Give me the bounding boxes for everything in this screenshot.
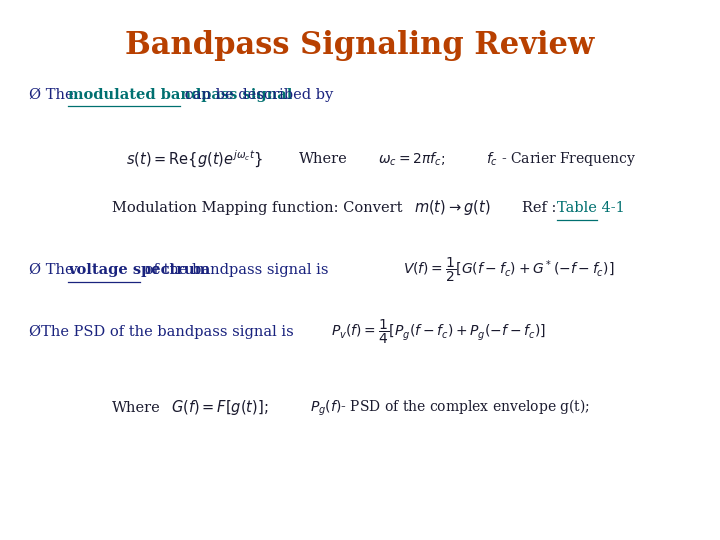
Text: $f_c$ - Carier Frequency: $f_c$ - Carier Frequency <box>486 150 636 168</box>
Text: Where: Where <box>112 401 161 415</box>
Text: $m(t) \rightarrow g(t)$: $m(t) \rightarrow g(t)$ <box>414 198 490 218</box>
Text: Ø The: Ø The <box>29 87 78 102</box>
Text: can be described by: can be described by <box>180 87 333 102</box>
Text: $G(f) = F[g(t)];$: $G(f) = F[g(t)];$ <box>171 398 269 417</box>
Text: $P_v(f) = \dfrac{1}{4}\left[P_g(f-f_c)+P_g(-f-f_c)\right]$: $P_v(f) = \dfrac{1}{4}\left[P_g(f-f_c)+P… <box>331 318 546 346</box>
Text: Table 4-1: Table 4-1 <box>557 201 624 215</box>
Text: Ø The: Ø The <box>29 263 78 277</box>
Text: Modulation Mapping function: Convert: Modulation Mapping function: Convert <box>112 201 402 215</box>
Text: Ref :: Ref : <box>522 201 561 215</box>
Text: Bandpass Signaling Review: Bandpass Signaling Review <box>125 30 595 60</box>
Text: $V(f) = \dfrac{1}{2}\left[G(f-f_c)+G^*(-f-f_c)\right]$: $V(f) = \dfrac{1}{2}\left[G(f-f_c)+G^*(-… <box>403 256 615 284</box>
Text: $s(t) = \mathrm{Re}\{g(t)e^{j\omega_c t}\}$: $s(t) = \mathrm{Re}\{g(t)e^{j\omega_c t}… <box>126 148 263 170</box>
Text: ØThe PSD of the bandpass signal is: ØThe PSD of the bandpass signal is <box>29 325 294 339</box>
Text: modulated bandpass signal: modulated bandpass signal <box>68 87 293 102</box>
Text: Where: Where <box>299 152 348 166</box>
Text: of the bandpass signal is: of the bandpass signal is <box>140 263 328 277</box>
Text: $P_g(f)$- PSD of the complex envelope g(t);: $P_g(f)$- PSD of the complex envelope g(… <box>310 397 590 418</box>
Text: $\omega_c = 2\pi f_c;$: $\omega_c = 2\pi f_c;$ <box>378 151 445 168</box>
Text: voltage spectrum: voltage spectrum <box>68 263 210 277</box>
